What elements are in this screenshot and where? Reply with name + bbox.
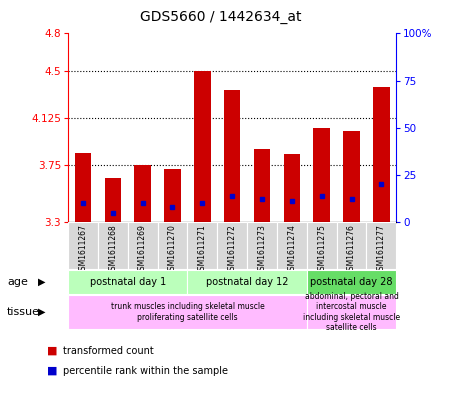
Text: GSM1611267: GSM1611267 (78, 224, 87, 275)
Bar (277, 222, 307, 269)
Bar (128, 222, 158, 269)
Bar (254, 149, 270, 222)
Text: GSM1611268: GSM1611268 (108, 224, 117, 275)
Bar (98, 222, 128, 269)
Bar (366, 222, 396, 269)
Bar (188, 222, 217, 269)
Bar (313, 128, 330, 222)
Text: GSM1611270: GSM1611270 (168, 224, 177, 275)
Bar (373, 88, 390, 222)
Text: postnatal day 28: postnatal day 28 (310, 277, 393, 287)
Text: ■: ■ (47, 346, 57, 356)
Bar (343, 132, 360, 222)
Bar (68, 296, 307, 329)
Text: postnatal day 1: postnatal day 1 (90, 277, 166, 287)
Text: tissue: tissue (7, 307, 40, 317)
Text: abdominal, pectoral and
intercostal muscle
including skeletal muscle
satellite c: abdominal, pectoral and intercostal musc… (303, 292, 400, 332)
Bar (307, 296, 396, 329)
Bar (135, 165, 151, 222)
Text: GSM1611273: GSM1611273 (257, 224, 266, 275)
Text: transformed count: transformed count (63, 346, 154, 356)
Text: trunk muscles including skeletal muscle
proliferating satellite cells: trunk muscles including skeletal muscle … (111, 302, 264, 322)
Text: GDS5660 / 1442634_at: GDS5660 / 1442634_at (140, 10, 301, 24)
Bar (307, 222, 337, 269)
Bar (68, 222, 98, 269)
Text: percentile rank within the sample: percentile rank within the sample (63, 365, 228, 376)
Bar (68, 270, 188, 294)
Text: GSM1611272: GSM1611272 (227, 224, 237, 275)
Text: GSM1611274: GSM1611274 (287, 224, 296, 275)
Bar (194, 71, 211, 222)
Text: age: age (7, 277, 28, 287)
Text: GSM1611275: GSM1611275 (317, 224, 326, 275)
Text: ■: ■ (47, 365, 57, 376)
Text: GSM1611271: GSM1611271 (198, 224, 207, 275)
Bar (284, 154, 300, 222)
Bar (105, 178, 121, 222)
Bar (158, 222, 188, 269)
Bar (247, 222, 277, 269)
Text: ▶: ▶ (38, 307, 45, 317)
Text: GSM1611276: GSM1611276 (347, 224, 356, 275)
Text: GSM1611277: GSM1611277 (377, 224, 386, 275)
Text: GSM1611269: GSM1611269 (138, 224, 147, 275)
Bar (337, 222, 366, 269)
Bar (224, 90, 240, 222)
Bar (307, 270, 396, 294)
Bar (164, 169, 181, 222)
Text: ▶: ▶ (38, 277, 45, 287)
Bar (188, 270, 307, 294)
Bar (217, 222, 247, 269)
Bar (75, 153, 91, 222)
Text: postnatal day 12: postnatal day 12 (206, 277, 288, 287)
